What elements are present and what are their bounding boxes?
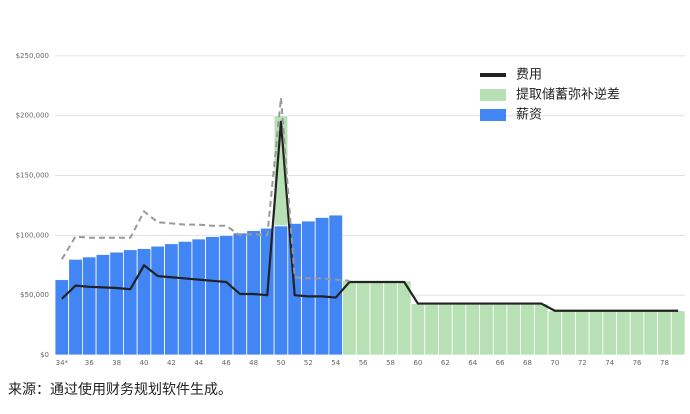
x-tick-label: 58	[386, 359, 395, 367]
bar	[575, 310, 590, 356]
bar	[465, 303, 480, 356]
y-tick-label: $50,000	[20, 291, 49, 299]
x-tick-label: 42	[167, 359, 176, 367]
x-tick-label: 52	[304, 359, 313, 367]
y-tick-label: $250,000	[16, 52, 49, 60]
bar	[383, 280, 398, 356]
bar	[643, 310, 659, 356]
bar	[438, 303, 453, 356]
line-series	[60, 96, 350, 282]
x-tick-label: 34*	[56, 359, 69, 367]
bar	[246, 230, 261, 356]
bar	[616, 310, 631, 356]
bar	[506, 303, 522, 356]
bar	[629, 310, 645, 356]
bar	[218, 234, 234, 356]
bar	[314, 217, 330, 356]
bar	[54, 279, 70, 356]
bar	[68, 258, 83, 356]
bar	[547, 310, 563, 356]
x-tick-label: 50	[277, 359, 286, 367]
bar	[602, 310, 617, 356]
x-tick-label: 76	[633, 359, 642, 367]
x-tick-label: 46	[222, 359, 231, 367]
bar	[191, 238, 207, 356]
bar	[81, 256, 97, 356]
x-tick-label: 48	[249, 359, 258, 367]
bar	[123, 249, 138, 356]
bar	[328, 214, 344, 356]
bar	[533, 303, 549, 356]
bar	[273, 225, 289, 356]
x-tick-label: 78	[660, 359, 669, 367]
x-tick-label: 72	[578, 359, 587, 367]
x-tick-label: 70	[550, 359, 559, 367]
x-tick-label: 74	[605, 359, 614, 367]
y-tick-label: $200,000	[16, 112, 49, 120]
x-tick-label: 36	[85, 359, 94, 367]
bar	[301, 220, 316, 356]
bar	[424, 303, 439, 356]
x-tick-label: 64	[468, 359, 477, 367]
legend-label: 薪资	[516, 108, 542, 123]
bar	[150, 245, 165, 356]
bar	[588, 310, 604, 356]
x-tick-label: 40	[140, 359, 149, 367]
bar	[492, 303, 508, 356]
y-tick-label: $100,000	[16, 231, 49, 239]
bar	[396, 280, 412, 356]
bar	[355, 280, 371, 356]
bar	[657, 310, 672, 356]
x-tick-label: 44	[194, 359, 203, 367]
bar	[205, 236, 220, 356]
bar	[109, 251, 124, 356]
x-tick-label: 62	[441, 359, 450, 367]
y-tick-label: $150,000	[16, 172, 49, 180]
x-tick-label: 56	[359, 359, 368, 367]
bar	[177, 240, 193, 356]
legend-swatch	[480, 109, 506, 121]
x-tick-label: 54	[331, 359, 340, 367]
bar	[479, 303, 494, 356]
bar	[410, 303, 426, 356]
y-tick-label: $0	[40, 351, 49, 359]
bar	[451, 303, 467, 356]
x-tick-label: 60	[413, 359, 422, 367]
legend-swatch	[480, 89, 506, 101]
bar	[670, 310, 686, 356]
caption: 来源：通过使用财务规划软件生成。	[8, 381, 232, 398]
bar	[520, 303, 535, 356]
bar	[561, 310, 576, 356]
bar	[164, 243, 179, 356]
bar	[95, 254, 111, 356]
bar	[369, 280, 385, 356]
line-series	[61, 120, 679, 312]
bar	[342, 280, 357, 356]
x-tick-label: 68	[523, 359, 532, 367]
x-tick-label: 66	[496, 359, 505, 367]
legend-label: 提取储蓄弥补逆差	[516, 87, 620, 103]
legend-label: 费用	[516, 68, 542, 83]
x-tick-label: 38	[112, 359, 121, 367]
